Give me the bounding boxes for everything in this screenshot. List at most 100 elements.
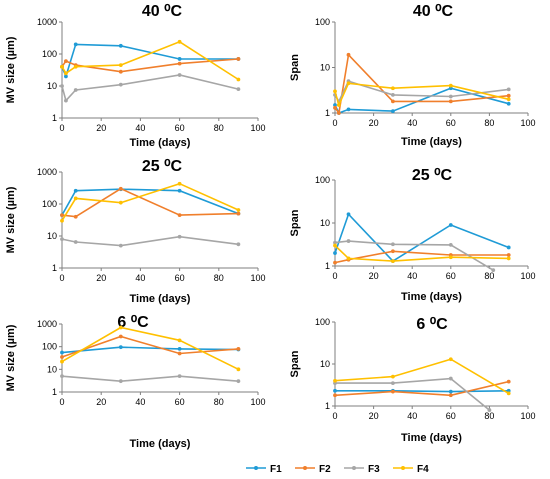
- x-tick-label: 0: [332, 411, 337, 421]
- data-point-F2: [236, 211, 241, 216]
- data-point-F4: [346, 256, 351, 261]
- y-tick-label: 10: [320, 63, 330, 73]
- x-tick-label: 40: [135, 273, 145, 283]
- data-point-F3: [118, 379, 123, 384]
- data-point-F1: [333, 388, 337, 393]
- legend-marker-F3: [352, 466, 356, 470]
- data-point-F4: [336, 103, 341, 107]
- data-point-F4: [506, 391, 511, 396]
- x-tick-label: 60: [175, 123, 185, 133]
- data-point-F2: [391, 249, 395, 254]
- data-point-F3: [333, 240, 337, 245]
- data-point-F3: [236, 379, 241, 384]
- data-point-F4: [448, 83, 453, 88]
- legend-marker-F4: [401, 466, 405, 470]
- y-tick-label: 10: [47, 231, 57, 241]
- data-point-F2: [73, 214, 78, 219]
- chart-span40: 1 10 100 0 20 40 60 80 100 40 ⁰C Time (days) Span: [289, 3, 536, 148]
- y-axis-title: Span: [289, 54, 301, 81]
- data-point-F2: [118, 69, 123, 74]
- x-tick-label: 20: [96, 273, 106, 283]
- y-tick-label: 100: [42, 49, 57, 59]
- data-point-F3: [60, 84, 64, 88]
- y-axis-title: MV size (µm): [5, 36, 17, 103]
- x-tick-label: 0: [59, 123, 64, 133]
- data-point-F4: [118, 200, 123, 205]
- x-tick-label: 0: [59, 397, 64, 407]
- x-tick-label: 40: [135, 123, 145, 133]
- chart-title: 25 ⁰C: [142, 158, 183, 175]
- data-point-F3: [391, 381, 395, 386]
- series-line-F2: [334, 250, 509, 264]
- data-point-F2: [391, 389, 395, 394]
- data-point-F3: [118, 82, 123, 87]
- series-line-F3: [335, 377, 490, 411]
- data-point-F3: [73, 240, 78, 244]
- data-point-F2: [64, 59, 68, 63]
- data-point-F3: [391, 242, 395, 247]
- y-tick-label: 100: [315, 175, 330, 185]
- x-tick-label: 60: [175, 273, 185, 283]
- data-point-F3: [60, 374, 64, 379]
- data-point-F4: [64, 71, 68, 76]
- data-point-F4: [391, 259, 395, 264]
- series-line-F1: [335, 389, 509, 393]
- y-tick-label: 100: [42, 342, 57, 352]
- y-tick-label: 10: [47, 81, 57, 91]
- x-axis-title: Time (days): [401, 432, 462, 444]
- data-point-F3: [236, 242, 241, 247]
- chart-mv25: 1 10 100 1000 0 20 40 60 80 100 25 ⁰C Time (days) MV…: [5, 158, 266, 305]
- data-point-F2: [333, 260, 337, 265]
- data-point-F4: [448, 357, 453, 362]
- legend-label-F4: F4: [417, 464, 429, 475]
- data-point-F4: [333, 243, 337, 248]
- data-point-F3: [448, 242, 453, 247]
- data-point-F2: [448, 393, 453, 398]
- data-point-F3: [177, 234, 182, 239]
- chart-span25: 1 10 100 0 20 40 60 80 100 25 ⁰C Time (days) Span: [289, 167, 536, 303]
- x-tick-label: 20: [96, 123, 106, 133]
- series-line-F1: [334, 212, 509, 263]
- data-point-F1: [333, 103, 337, 107]
- x-tick-label: 80: [484, 271, 494, 281]
- data-point-F2: [177, 351, 182, 356]
- data-point-F1: [118, 43, 123, 48]
- chart-title: 25 ⁰C: [412, 167, 453, 184]
- x-tick-label: 60: [446, 411, 456, 421]
- data-point-F2: [346, 52, 351, 57]
- data-point-F4: [60, 218, 64, 223]
- x-tick-label: 20: [96, 397, 106, 407]
- x-tick-label: 100: [250, 273, 265, 283]
- data-point-F4: [118, 63, 123, 67]
- data-point-F2: [177, 61, 182, 66]
- data-point-F4: [177, 181, 182, 186]
- data-point-F2: [60, 213, 64, 217]
- data-point-F1: [73, 42, 78, 47]
- data-point-F1: [506, 101, 511, 106]
- data-point-F3: [448, 94, 453, 99]
- x-tick-label: 60: [175, 397, 185, 407]
- chart-mv6: 1 10 100 1000 0 20 40 60 80 100 6 ⁰C Time (days) MV …: [5, 314, 266, 450]
- data-point-F4: [391, 374, 395, 379]
- data-point-F4: [118, 325, 123, 330]
- data-point-F4: [177, 39, 182, 44]
- series-line-F1: [61, 346, 239, 354]
- data-point-F2: [177, 213, 182, 217]
- data-point-F1: [60, 350, 64, 355]
- data-point-F3: [177, 374, 182, 379]
- y-tick-label: 1: [52, 113, 57, 123]
- x-tick-label: 60: [446, 118, 456, 128]
- x-tick-label: 80: [484, 411, 494, 421]
- x-tick-label: 20: [369, 118, 379, 128]
- data-point-F4: [236, 367, 241, 372]
- y-tick-label: 1000: [37, 17, 57, 27]
- data-point-F1: [177, 57, 182, 61]
- data-point-F3: [60, 237, 64, 242]
- x-tick-label: 100: [520, 411, 535, 421]
- data-point-F3: [64, 98, 68, 103]
- data-point-F3: [506, 87, 511, 92]
- data-point-F4: [236, 208, 241, 212]
- series-line-F2: [61, 58, 239, 73]
- data-point-F4: [448, 255, 453, 260]
